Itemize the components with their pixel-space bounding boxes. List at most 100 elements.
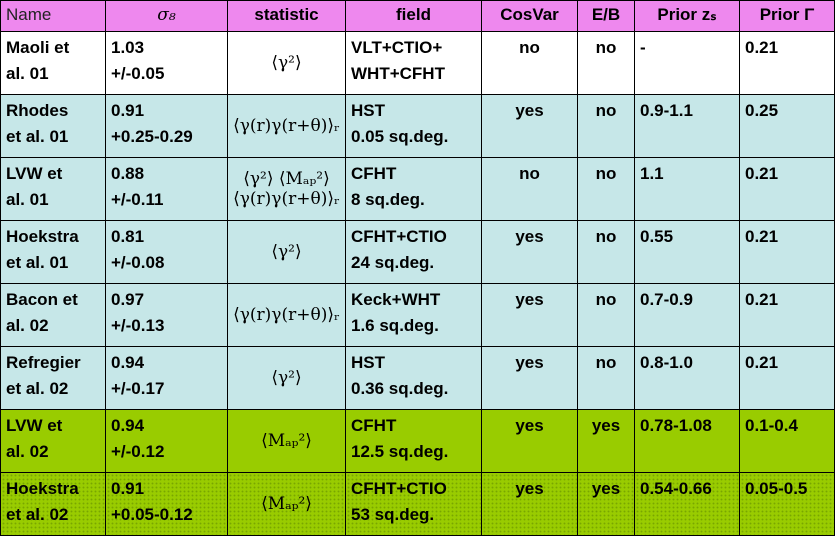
name-line-1: Hoekstra	[6, 227, 79, 246]
name-line-2: et al. 02	[6, 379, 69, 398]
statistic-cell: ⟨γ²⟩	[227, 220, 346, 284]
sigma8-value: 0.94	[111, 416, 145, 435]
eb-cell: yes	[577, 472, 635, 536]
eb-cell: no	[577, 31, 635, 95]
prior-gamma-cell: 0.1-0.4	[739, 409, 835, 473]
prior-zs-cell: 0.78-1.08	[634, 409, 740, 473]
cosvar-cell: yes	[481, 94, 578, 158]
sigma8-error: +/-0.05	[111, 64, 165, 83]
name-cell: Hoekstra et al. 01	[0, 220, 106, 284]
statistic-cell: ⟨γ²⟩	[227, 31, 346, 95]
prior-gamma-cell: 0.21	[739, 283, 835, 347]
name-line-1: Hoekstra	[6, 479, 79, 498]
sigma8-error: +0.25-0.29	[111, 127, 193, 146]
field-line-1: CFHT	[351, 416, 397, 435]
sigma8-cell: 0.91 +0.05-0.12	[105, 472, 228, 536]
field-line-2: WHT+CFHT	[351, 64, 445, 83]
name-line-2: al. 02	[6, 442, 49, 461]
statistic-cell: ⟨γ²⟩ ⟨Mₐₚ²⟩ ⟨γ(r)γ(r+θ)⟩ᵣ	[227, 157, 346, 221]
sigma8-error: +/-0.11	[111, 190, 164, 209]
prior-zs-cell: 0.8-1.0	[634, 346, 740, 410]
cosvar-cell: yes	[481, 472, 578, 536]
header-prior-gamma: Prior Γ	[739, 0, 835, 32]
sigma8-cell: 0.88 +/-0.11	[105, 157, 228, 221]
prior-zs-cell: -	[634, 31, 740, 95]
field-cell: VLT+CTIO+ WHT+CFHT	[345, 31, 482, 95]
cosvar-cell: no	[481, 157, 578, 221]
prior-zs-cell: 0.7-0.9	[634, 283, 740, 347]
sigma8-cell: 0.97 +/-0.13	[105, 283, 228, 347]
header-row: Name σ₈ statistic field CosVar E/B Prior…	[0, 0, 835, 32]
name-cell: Maoli et al. 01	[0, 31, 106, 95]
prior-zs-cell: 1.1	[634, 157, 740, 221]
sigma8-value: 0.81	[111, 227, 145, 246]
field-line-1: CFHT+CTIO	[351, 479, 447, 498]
field-line-2: 0.36 sq.deg.	[351, 379, 449, 398]
sigma8-value: 0.91	[111, 479, 145, 498]
name-cell: Refregier et al. 02	[0, 346, 106, 410]
cosvar-cell: no	[481, 31, 578, 95]
table-row-5: Bacon et al. 02 0.97 +/-0.13 ⟨γ(r)γ(r+θ)…	[0, 283, 835, 347]
sigma8-cell: 1.03 +/-0.05	[105, 31, 228, 95]
field-cell: Keck+WHT 1.6 sq.deg.	[345, 283, 482, 347]
statistic-line-2: ⟨γ(r)γ(r+θ)⟩ᵣ	[233, 189, 340, 209]
name-line-2: al. 01	[6, 190, 49, 209]
statistic-cell: ⟨Mₐₚ²⟩	[227, 409, 346, 473]
statistic-line-1: ⟨γ²⟩	[271, 242, 302, 262]
statistic-line-1: ⟨Mₐₚ²⟩	[261, 431, 312, 451]
sigma8-value: 1.03	[111, 38, 145, 57]
name-line-2: et al. 01	[6, 253, 69, 272]
name-cell: LVW et al. 01	[0, 157, 106, 221]
header-sigma8: σ₈	[105, 0, 228, 32]
statistic-cell: ⟨γ(r)γ(r+θ)⟩ᵣ	[227, 283, 346, 347]
eb-cell: no	[577, 94, 635, 158]
prior-gamma-cell: 0.05-0.5	[739, 472, 835, 536]
statistic-line-1: ⟨γ²⟩ ⟨Mₐₚ²⟩	[243, 169, 330, 189]
eb-cell: no	[577, 220, 635, 284]
sigma8-cell: 0.94 +/-0.12	[105, 409, 228, 473]
header-statistic: statistic	[227, 0, 346, 32]
statistic-line-1: ⟨γ²⟩	[271, 53, 302, 73]
field-line-1: HST	[351, 101, 385, 120]
field-line-1: CFHT+CTIO	[351, 227, 447, 246]
table-row-4: Hoekstra et al. 01 0.81 +/-0.08 ⟨γ²⟩ CFH…	[0, 220, 835, 284]
prior-zs-cell: 0.9-1.1	[634, 94, 740, 158]
statistic-cell: ⟨Mₐₚ²⟩	[227, 472, 346, 536]
name-line-1: Maoli et	[6, 38, 70, 57]
prior-zs-cell: 0.54-0.66	[634, 472, 740, 536]
name-line-1: LVW et	[6, 164, 63, 183]
sigma8-value: 0.88	[111, 164, 145, 183]
sigma8-error: +0.05-0.12	[111, 505, 193, 524]
eb-cell: no	[577, 157, 635, 221]
eb-cell: yes	[577, 409, 635, 473]
cosvar-cell: yes	[481, 283, 578, 347]
statistic-line-1: ⟨Mₐₚ²⟩	[261, 494, 312, 514]
prior-gamma-cell: 0.21	[739, 31, 835, 95]
field-line-1: Keck+WHT	[351, 290, 441, 309]
name-line-1: Bacon et	[6, 290, 78, 309]
table-row-6: Refregier et al. 02 0.94 +/-0.17 ⟨γ²⟩ HS…	[0, 346, 835, 410]
name-line-2: et al. 01	[6, 127, 69, 146]
prior-zs-cell: 0.55	[634, 220, 740, 284]
statistic-cell: ⟨γ(r)γ(r+θ)⟩ᵣ	[227, 94, 346, 158]
name-line-1: LVW et	[6, 416, 63, 435]
sigma8-cell: 0.94 +/-0.17	[105, 346, 228, 410]
field-line-2: 24 sq.deg.	[351, 253, 435, 272]
sigma8-error: +/-0.12	[111, 442, 165, 461]
name-cell: Bacon et al. 02	[0, 283, 106, 347]
sigma8-value: 0.97	[111, 290, 145, 309]
field-line-2: 0.05 sq.deg.	[351, 127, 449, 146]
statistic-cell: ⟨γ²⟩	[227, 346, 346, 410]
sigma8-value: 0.91	[111, 101, 145, 120]
field-line-2: 1.6 sq.deg.	[351, 316, 439, 335]
table-body: Maoli et al. 01 1.03 +/-0.05 ⟨γ²⟩ VLT+CT…	[0, 31, 835, 536]
eb-cell: no	[577, 346, 635, 410]
table-row-3: LVW et al. 01 0.88 +/-0.11 ⟨γ²⟩ ⟨Mₐₚ²⟩ ⟨…	[0, 157, 835, 221]
field-cell: CFHT 8 sq.deg.	[345, 157, 482, 221]
header-name: Name	[0, 0, 106, 32]
cosvar-cell: yes	[481, 346, 578, 410]
table-row-2: Rhodes et al. 01 0.91 +0.25-0.29 ⟨γ(r)γ(…	[0, 94, 835, 158]
sigma8-error: +/-0.13	[111, 316, 165, 335]
